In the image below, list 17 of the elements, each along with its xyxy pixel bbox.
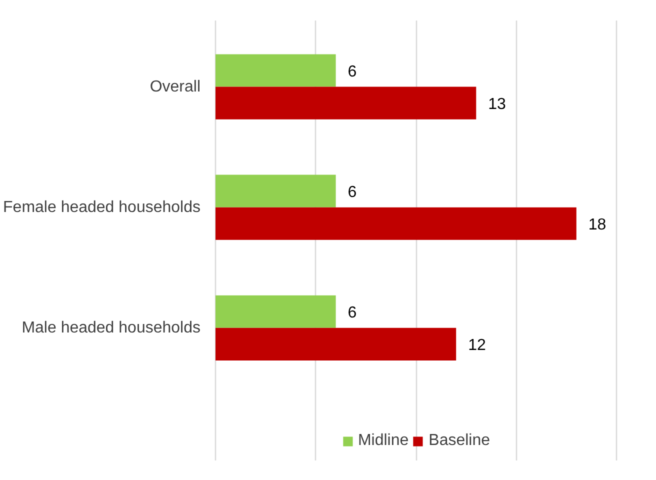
data-label: 12 [468, 337, 486, 354]
bar [216, 174, 336, 208]
legend-label: Midline [358, 432, 409, 450]
y-tick-label: Male headed households [22, 319, 201, 336]
bar [216, 86, 476, 120]
data-label: 6 [348, 64, 357, 81]
y-tick-label: Overall [150, 78, 201, 96]
bar [216, 328, 456, 360]
legend-label: Baseline [428, 432, 490, 450]
data-label: 18 [588, 216, 606, 234]
bar [216, 295, 336, 328]
y-tick-label: Female headed households [3, 198, 201, 216]
bar [216, 54, 336, 87]
data-label: 6 [348, 304, 357, 322]
data-label: 13 [488, 96, 506, 114]
bar [216, 207, 576, 240]
data-label: 6 [348, 184, 357, 202]
